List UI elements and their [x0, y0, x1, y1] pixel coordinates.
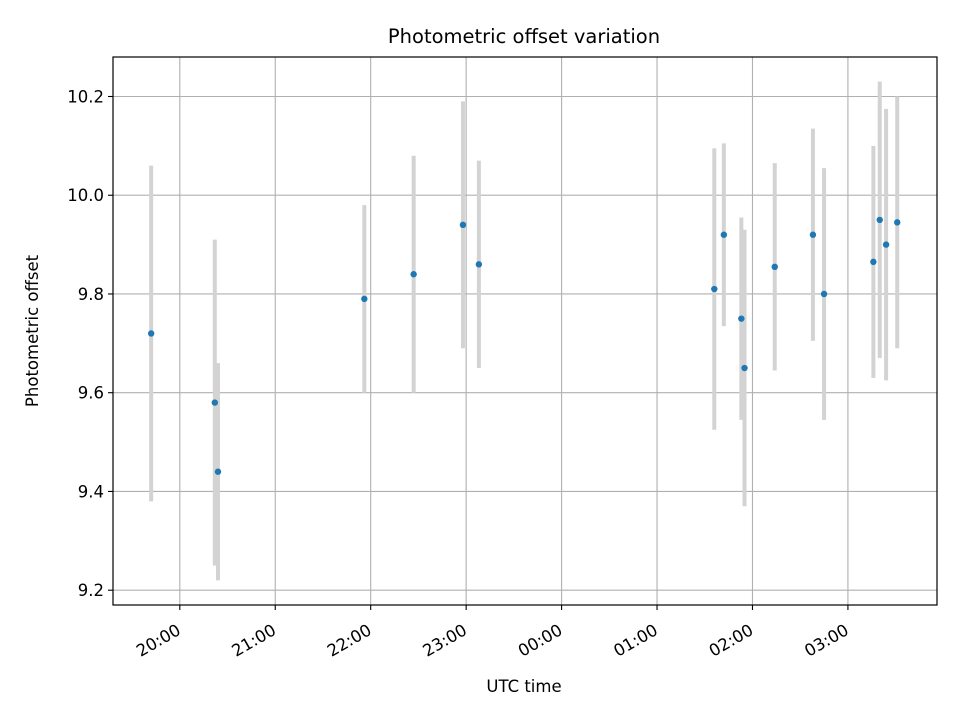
data-point [361, 295, 368, 303]
y-tick-label: 10.0 [67, 186, 104, 205]
data-points [147, 216, 901, 475]
x-tick-label: 00:00 [515, 620, 566, 660]
data-point [214, 468, 222, 475]
x-axis-label: UTC time [486, 677, 561, 696]
data-point [870, 258, 877, 266]
x-tick-label: 20:00 [133, 620, 184, 660]
y-tick-label: 9.8 [78, 285, 104, 304]
y-axis-label: Photometric offset [23, 254, 42, 407]
data-point [809, 231, 817, 238]
data-point [720, 231, 728, 238]
data-point [894, 219, 901, 226]
data-point [475, 261, 483, 268]
data-point [738, 315, 745, 322]
y-tick-label: 9.2 [78, 581, 104, 600]
x-tick-label: 01:00 [610, 620, 661, 660]
grid-lines [113, 57, 937, 605]
x-tick-label: 21:00 [229, 620, 280, 660]
x-tick-label: 02:00 [706, 620, 757, 660]
data-point [711, 285, 718, 293]
plot-area [113, 57, 937, 605]
data-point [876, 216, 883, 224]
chart-title: Photometric offset variation [388, 25, 660, 48]
plot-frame [112, 56, 938, 606]
y-tick-label: 9.6 [78, 384, 104, 403]
data-point [211, 399, 219, 406]
data-point [741, 364, 748, 372]
data-point [410, 271, 417, 278]
y-tick-label: 9.4 [78, 482, 104, 501]
x-tick-label: 03:00 [801, 620, 852, 660]
data-point [459, 221, 467, 229]
data-point [771, 263, 778, 271]
y-tick-label: 10.2 [67, 87, 104, 106]
x-tick-label: 23:00 [419, 620, 470, 660]
data-point [882, 241, 890, 248]
data-point [147, 330, 155, 337]
x-tick-label: 22:00 [324, 620, 375, 660]
data-point [820, 290, 828, 298]
